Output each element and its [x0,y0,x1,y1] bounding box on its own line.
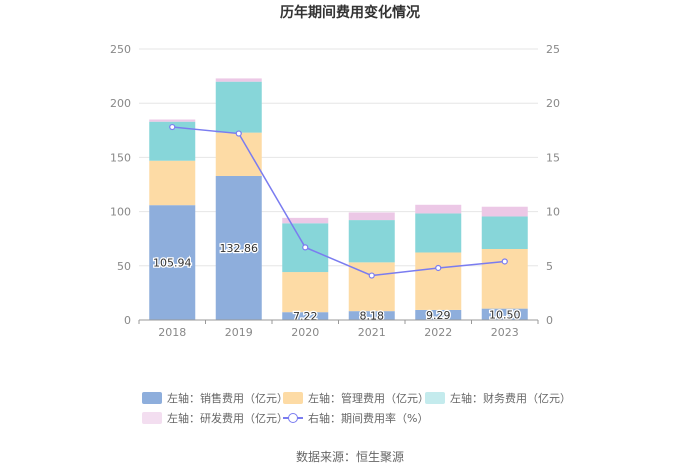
legend-swatch-sales [142,392,162,404]
data-source: 数据来源：恒生聚源 [295,450,404,464]
rate-polyline [172,126,505,277]
chart-title: 历年期间费用变化情况 [280,4,420,21]
right-tick-label: 10 [546,206,560,219]
right-tick-label: 0 [546,314,553,327]
left-tick-label: 100 [110,206,131,219]
bar-segment [415,252,462,310]
data-label: 132.86 [220,242,259,255]
left-tick-label: 200 [110,97,131,110]
legend-swatch-finance [425,392,445,404]
rate-point [235,130,242,137]
right-tick-label: 5 [546,260,553,273]
bars: 105.94 132.86 7.22 8.18 9.29 10.50 [149,78,528,324]
right-tick-label: 25 [546,43,560,56]
data-label: 10.50 [489,308,521,321]
legend-swatch-rate [283,412,303,424]
legend-label-rnd: 左轴：研发费用（亿元） [167,412,288,425]
rate-point [368,272,375,279]
bar-segment [415,204,462,214]
data-label: 105.94 [153,257,192,270]
bar-segment [282,217,329,224]
legend-item-sales[interactable]: 左轴：销售费用（亿元） [142,390,288,406]
legend-label-finance: 左轴：财务费用（亿元） [450,392,571,405]
x-tick-label: 2021 [358,326,386,339]
left-tick-label: 50 [117,260,131,273]
left-tick-label: 0 [124,314,131,327]
bar-segment [481,216,528,249]
rate-point [302,244,309,251]
bar-segment [348,311,395,320]
bar-segment [415,213,462,253]
data-label: 8.18 [360,310,385,323]
legend-item-finance[interactable]: 左轴：财务费用（亿元） [425,390,571,406]
x-tick-label: 2019 [225,326,253,339]
left-tick-label: 250 [110,43,131,56]
x-tick-label: 2020 [291,326,319,339]
legend-label-admin: 左轴：管理费用（亿元） [308,392,429,405]
bar-segment [149,160,196,206]
bar-segment [481,248,528,309]
bar-segment [348,220,395,263]
bar-segment [215,132,262,176]
grid [139,48,538,267]
bar-segment [149,205,196,320]
legend-label-sales: 左轴：销售费用（亿元） [167,392,288,405]
rate-point [435,264,442,272]
x-tick-label: 2022 [424,326,452,339]
x-tick-label: 2018 [158,326,186,339]
left-tick-label: 150 [110,151,131,164]
data-label: 7.22 [293,310,318,323]
legend-label-rate: 右轴：期间费用率（%） [308,412,429,425]
bar-segment [215,81,262,133]
bar-segment [149,119,196,122]
axes: 0 50 100 150 200 250 0 5 10 15 20 25 2018 2019 2020 202… [110,43,560,339]
legend-item-admin[interactable]: 左轴：管理费用（亿元） [283,390,429,406]
bar-segment [481,308,528,320]
right-tick-label: 20 [546,97,560,110]
right-tick-label: 15 [546,151,560,164]
bar-segment [481,206,528,217]
bar-segment [348,262,395,312]
bar-segment [348,212,395,221]
bar-segment [415,309,462,320]
data-label: 9.29 [426,309,451,322]
rate-point [501,258,508,265]
legend-item-rate[interactable]: 右轴：期间费用率（%） [283,410,428,426]
bar-segment [282,312,329,320]
bar-segment [215,78,262,82]
rate-point [169,123,176,131]
bar-segment [215,175,262,320]
x-tick-label: 2023 [491,326,519,339]
legend-swatch-admin [283,392,303,404]
bar-segment [282,272,329,313]
legend-swatch-rnd [142,412,162,424]
legend-item-rnd[interactable]: 左轴：研发费用（亿元） [142,410,288,426]
rate-line [169,123,508,279]
